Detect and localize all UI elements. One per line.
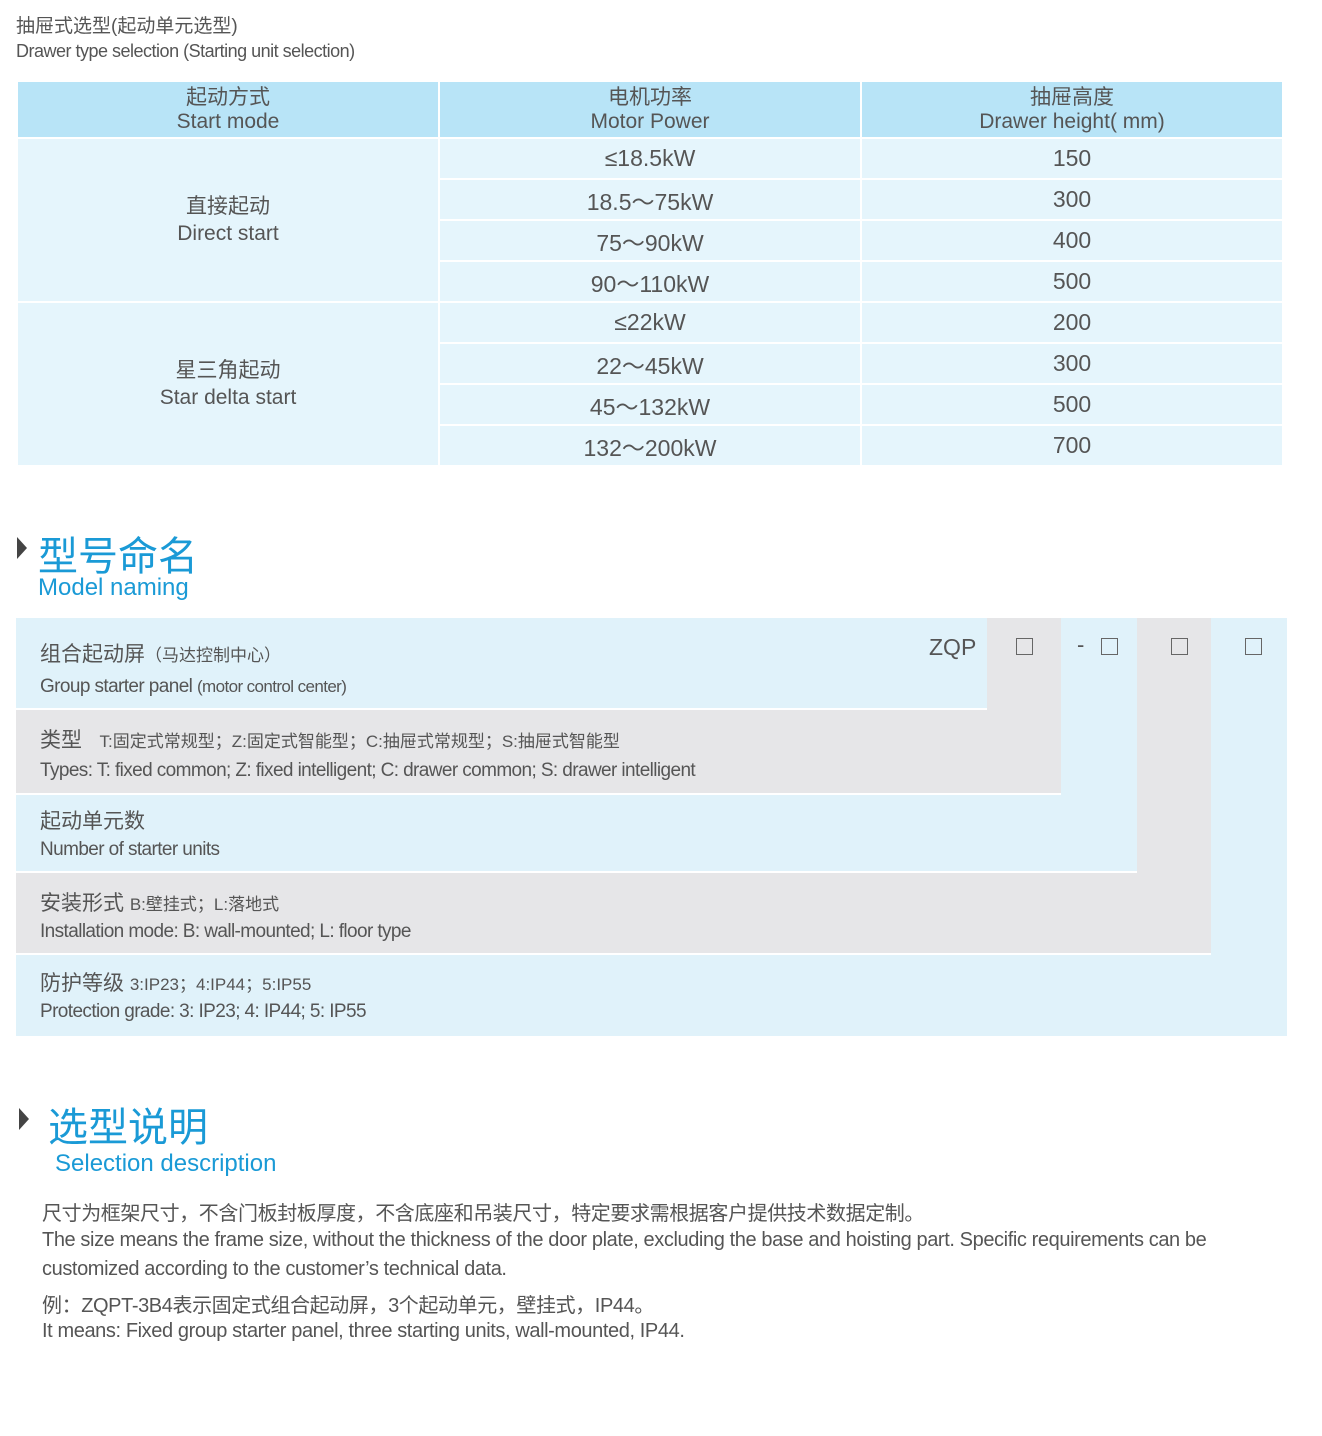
col-label-cn: 起动方式 bbox=[186, 85, 270, 109]
drawer-selection-table: 起动方式 Start mode 电机功率 Motor Power 抽屉高度 Drawe… bbox=[16, 80, 1284, 467]
mode-cn: 星三角起动 bbox=[175, 359, 281, 382]
table-row: 星三角起动 Star delta start ≤22kW 200 bbox=[16, 301, 1284, 467]
start-mode-cell: 直接起动 Direct start bbox=[16, 137, 440, 303]
table-row: 75～90kW 400 bbox=[17, 219, 1284, 262]
code-prefix: ZQP bbox=[929, 634, 977, 660]
row-protection: 防护等级 3:IP23；4:IP44；5:IP55 Protection gra… bbox=[16, 955, 1287, 1036]
row-cn-note: （马达控制中心） bbox=[145, 646, 281, 665]
drawer-selection-title-en: Drawer type selection (Starting unit sel… bbox=[16, 41, 355, 61]
height-cell: 300 bbox=[860, 178, 1284, 221]
power-cell: 90～110kW bbox=[438, 260, 862, 303]
row-en-note: (motor control center) bbox=[197, 677, 347, 696]
row-cn: 类型 bbox=[40, 729, 82, 752]
row-text: 类型 T:固定式常规型；Z:固定式智能型；C:抽屉式常规型；S:抽屉式智能型 T… bbox=[40, 724, 696, 782]
power-cell: 45～132kW bbox=[438, 383, 862, 426]
row-cn-note: B:壁挂式；L:落地式 bbox=[129, 895, 280, 914]
col-start-mode: 起动方式 Start mode bbox=[16, 80, 440, 139]
col-label-en: Motor Power bbox=[590, 109, 710, 133]
power-cell: 18.5～75kW bbox=[438, 178, 862, 221]
table-row: 90～110kW 500 bbox=[17, 260, 1284, 303]
protection-placeholder-box bbox=[1245, 638, 1262, 655]
row-cn: 安装形式 bbox=[40, 892, 124, 915]
row-en: Number of starter units bbox=[40, 839, 220, 860]
row-units: 起动单元数 Number of starter units bbox=[16, 795, 1137, 871]
units-placeholder-box bbox=[1101, 638, 1118, 655]
table-row: 22～45kW 300 bbox=[17, 342, 1284, 385]
col-label-cn: 抽屉高度 bbox=[1030, 85, 1114, 109]
power-cell: ≤18.5kW bbox=[438, 137, 862, 180]
table-row: 132～200kW 700 bbox=[17, 424, 1284, 467]
row-text: 组合起动屏（马达控制中心） Group starter panel (motor… bbox=[40, 638, 347, 698]
desc-line-en: The size means the frame size, without t… bbox=[42, 1229, 1207, 1251]
desc-line-cn: 尺寸为框架尺寸，不含门板封板厚度，不含底座和吊装尺寸，特定要求需根据客户提供技术… bbox=[42, 1203, 924, 1225]
start-mode-cell: 星三角起动 Star delta start bbox=[16, 301, 440, 467]
example-line-cn: 例：ZQPT-3B4表示固定式组合起动屏，3个起动单元，壁挂式，IP44。 bbox=[42, 1295, 654, 1317]
row-cn: 组合起动屏 bbox=[40, 643, 145, 666]
col-label-cn: 电机功率 bbox=[608, 85, 692, 109]
section-arrow-icon bbox=[19, 1108, 29, 1130]
col-label-en: Drawer height( mm) bbox=[979, 109, 1165, 133]
height-cell: 700 bbox=[860, 424, 1284, 467]
installation-placeholder-box bbox=[1171, 638, 1188, 655]
drawer-selection-title-cn: 抽屉式选型(起动单元选型) bbox=[16, 16, 238, 37]
model-naming-title-cn: 型号命名 bbox=[38, 535, 198, 579]
row-text: 防护等级 3:IP23；4:IP44；5:IP55 Protection gra… bbox=[40, 967, 367, 1023]
selection-title-en: Selection description bbox=[55, 1150, 277, 1177]
power-cell: 22～45kW bbox=[438, 342, 862, 385]
mode-en: Star delta start bbox=[159, 386, 297, 409]
row-panel: 组合起动屏（马达控制中心） Group starter panel (motor… bbox=[16, 618, 987, 708]
height-cell: 500 bbox=[860, 260, 1284, 303]
row-installation: 安装形式 B:壁挂式；L:落地式 Installation mode: B: w… bbox=[16, 873, 1211, 953]
row-type: 类型 T:固定式常规型；Z:固定式智能型；C:抽屉式常规型；S:抽屉式智能型 T… bbox=[16, 710, 1061, 793]
table-row: 45～132kW 500 bbox=[17, 383, 1284, 426]
selection-title-cn: 选型说明 bbox=[48, 1106, 208, 1150]
row-en: Protection grade: 3: IP23; 4: IP44; 5: I… bbox=[40, 1001, 367, 1022]
row-cn-note: 3:IP23；4:IP44；5:IP55 bbox=[129, 975, 312, 994]
power-cell: 75～90kW bbox=[438, 219, 862, 262]
code-dash: - bbox=[1077, 632, 1085, 657]
section-arrow-icon bbox=[17, 537, 27, 559]
power-cell: ≤22kW bbox=[438, 301, 862, 344]
height-cell: 200 bbox=[860, 301, 1284, 344]
row-cn: 防护等级 bbox=[40, 972, 124, 995]
col-drawer-height: 抽屉高度 Drawer height( mm) bbox=[860, 80, 1284, 139]
row-cn: 起动单元数 bbox=[40, 810, 145, 833]
row-en: Group starter panel bbox=[40, 676, 193, 697]
row-text: 安装形式 B:壁挂式；L:落地式 Installation mode: B: w… bbox=[40, 887, 411, 943]
height-cell: 500 bbox=[860, 383, 1284, 426]
type-placeholder-box bbox=[1016, 638, 1033, 655]
example-line-en: It means: Fixed group starter panel, thr… bbox=[42, 1320, 685, 1342]
table-row: 直接起动 Direct start ≤18.5kW 150 bbox=[16, 137, 1284, 303]
row-en: Types: T: fixed common; Z: fixed intelli… bbox=[40, 760, 696, 781]
height-cell: 150 bbox=[860, 137, 1284, 180]
desc-line-en-cont: customized according to the customer’s t… bbox=[42, 1258, 507, 1280]
height-cell: 300 bbox=[860, 342, 1284, 385]
table-row: 18.5～75kW 300 bbox=[17, 178, 1284, 221]
row-en: Installation mode: B: wall-mounted; L: f… bbox=[40, 921, 411, 942]
col-label-en: Start mode bbox=[176, 109, 280, 133]
row-text: 起动单元数 Number of starter units bbox=[40, 805, 220, 861]
row-cn-note: T:固定式常规型；Z:固定式智能型；C:抽屉式常规型；S:抽屉式智能型 bbox=[99, 732, 620, 751]
col-motor-power: 电机功率 Motor Power bbox=[438, 80, 862, 139]
table-header-row: 起动方式 Start mode 电机功率 Motor Power 抽屉高度 Drawe… bbox=[16, 80, 1284, 139]
height-cell: 400 bbox=[860, 219, 1284, 262]
mode-cn: 直接起动 bbox=[186, 195, 270, 218]
power-cell: 132～200kW bbox=[438, 424, 862, 467]
mode-en: Direct start bbox=[177, 222, 279, 245]
model-naming-title-en: Model naming bbox=[38, 574, 189, 601]
